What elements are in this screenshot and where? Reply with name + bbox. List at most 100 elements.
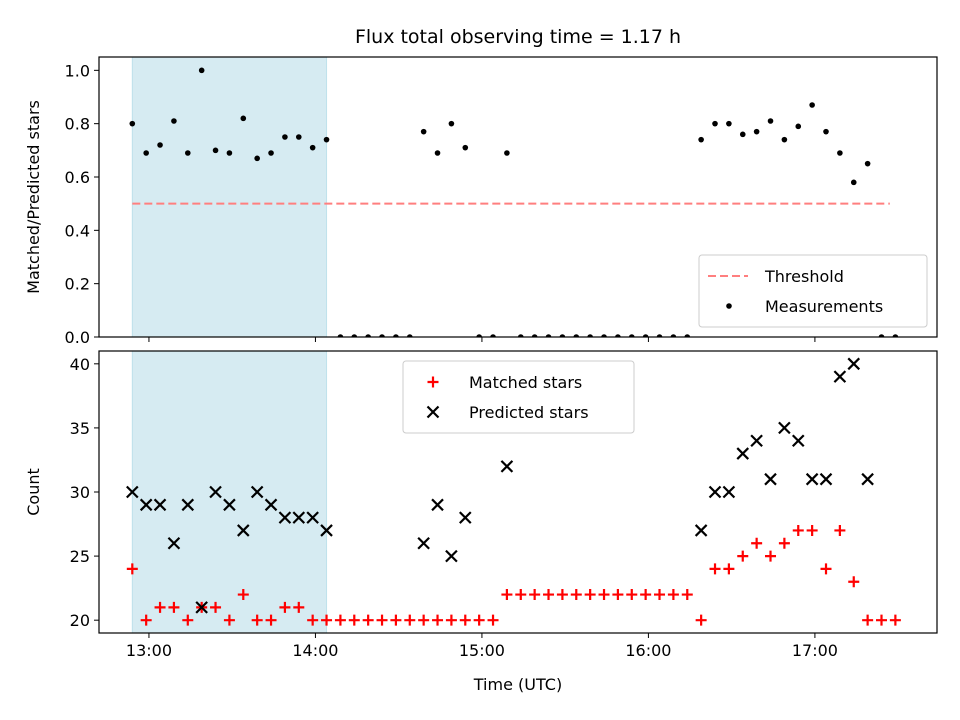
measurement-point bbox=[781, 136, 788, 143]
matched-star-point bbox=[279, 601, 291, 613]
measurement-point bbox=[309, 144, 316, 151]
predicted-star-point bbox=[805, 472, 819, 486]
matched-star-point bbox=[210, 601, 222, 613]
matched-star-point bbox=[473, 614, 485, 626]
y-tick-label: 35 bbox=[70, 419, 90, 438]
measurement-point bbox=[393, 334, 399, 337]
measurement-point bbox=[198, 67, 205, 74]
measurement-point bbox=[795, 123, 802, 130]
matched-star-point bbox=[168, 601, 180, 613]
measurement-point bbox=[420, 128, 427, 135]
measurement-point bbox=[504, 150, 510, 156]
measurement-point bbox=[171, 118, 177, 124]
matched-star-point bbox=[362, 614, 374, 626]
measurement-point bbox=[129, 120, 136, 127]
predicted-star-point bbox=[459, 511, 472, 524]
predicted-star-point bbox=[167, 536, 181, 550]
matched-star-point bbox=[445, 614, 457, 626]
y-tick-label: 20 bbox=[70, 611, 90, 630]
measurement-point bbox=[365, 334, 371, 337]
measurement-point bbox=[379, 334, 385, 337]
measurement-point bbox=[850, 179, 857, 186]
data-layer bbox=[129, 67, 899, 337]
measurement-point bbox=[684, 334, 691, 337]
y-tick-label: 30 bbox=[70, 483, 90, 502]
matched-star-point bbox=[695, 614, 707, 626]
y-tick-label: 0.6 bbox=[65, 168, 90, 187]
measurement-point bbox=[628, 334, 635, 337]
measurement-point bbox=[559, 334, 566, 337]
y-tick-label: 1.0 bbox=[65, 61, 90, 80]
matched-star-point bbox=[737, 550, 749, 562]
measurement-point bbox=[351, 334, 358, 337]
matched-star-point bbox=[889, 614, 901, 626]
matched-star-point bbox=[182, 614, 194, 626]
legend-measurement-swatch bbox=[726, 303, 732, 309]
predicted-star-point bbox=[250, 485, 264, 499]
measurement-point bbox=[462, 144, 469, 151]
matched-star-point bbox=[432, 614, 444, 626]
measurement-point bbox=[642, 334, 649, 337]
measurement-point bbox=[712, 120, 718, 127]
predicted-star-point bbox=[320, 524, 333, 537]
legend-label: Threshold bbox=[764, 267, 844, 286]
predicted-star-point bbox=[750, 434, 763, 448]
chart-title: Flux total observing time = 1.17 h bbox=[355, 26, 681, 48]
matched-star-point bbox=[543, 589, 555, 601]
legend-label: Predicted stars bbox=[469, 403, 589, 422]
measurement-point bbox=[531, 334, 538, 337]
predicted-star-point bbox=[223, 498, 236, 512]
matched-star-point bbox=[834, 524, 846, 536]
matched-star-point bbox=[876, 614, 888, 626]
predicted-star-point bbox=[819, 472, 833, 486]
matched-star-point bbox=[598, 589, 610, 601]
measurement-point bbox=[448, 120, 455, 127]
predicted-star-point bbox=[431, 498, 444, 512]
measurement-point bbox=[295, 134, 302, 140]
measurement-point bbox=[184, 150, 191, 156]
measurement-point bbox=[753, 128, 760, 135]
matched-star-point bbox=[348, 614, 360, 626]
data-layer bbox=[126, 357, 901, 626]
measurement-point bbox=[698, 136, 704, 143]
predicted-star-point bbox=[126, 485, 139, 499]
legend-matched-swatch bbox=[427, 376, 439, 388]
predicted-star-point bbox=[264, 498, 278, 512]
matched-star-point bbox=[862, 614, 874, 626]
measurement-point bbox=[476, 334, 482, 337]
predicted-star-point bbox=[237, 524, 250, 537]
predicted-star-point bbox=[694, 524, 708, 537]
matched-star-point bbox=[307, 614, 319, 626]
measurement-point bbox=[143, 150, 149, 156]
measurement-point bbox=[517, 334, 524, 337]
shaded-span bbox=[131, 350, 328, 634]
matched-star-point bbox=[654, 589, 666, 601]
matched-star-point bbox=[723, 563, 735, 575]
measurement-point bbox=[490, 334, 496, 337]
x-tick-label: 14:00 bbox=[292, 641, 338, 660]
matched-star-point bbox=[334, 614, 346, 626]
predicted-star-point bbox=[292, 511, 306, 524]
measurement-point bbox=[656, 334, 663, 337]
matched-star-point bbox=[501, 589, 513, 601]
matched-star-point bbox=[820, 563, 832, 575]
legend-predicted-swatch bbox=[426, 405, 440, 419]
matched-star-point bbox=[223, 614, 235, 626]
predicted-star-point bbox=[833, 370, 847, 383]
shaded-span bbox=[131, 56, 328, 338]
measurement-point bbox=[268, 150, 274, 156]
measurement-point bbox=[323, 136, 330, 143]
measurement-point bbox=[157, 142, 163, 148]
panel-frame bbox=[98, 56, 938, 338]
matched-star-point bbox=[237, 589, 249, 601]
legend: Matched stars Predicted stars bbox=[402, 360, 635, 434]
matched-star-point bbox=[418, 614, 430, 626]
measurement-point bbox=[670, 334, 677, 337]
matched-star-point bbox=[376, 614, 388, 626]
measurement-point bbox=[601, 334, 607, 337]
measurement-point bbox=[615, 334, 621, 337]
y-tick-label: 40 bbox=[70, 355, 90, 374]
y-tick-label: 0.2 bbox=[65, 275, 90, 294]
measurement-point bbox=[282, 134, 288, 140]
